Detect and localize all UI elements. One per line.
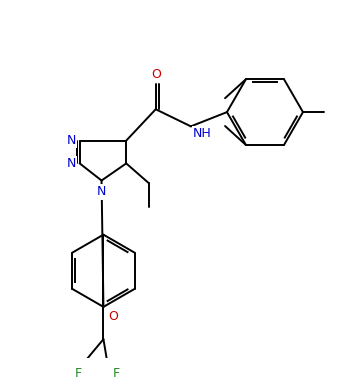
Text: N: N — [67, 134, 76, 147]
Text: O: O — [108, 310, 118, 323]
Text: N: N — [67, 157, 76, 170]
Text: N: N — [97, 185, 106, 198]
Text: NH: NH — [193, 127, 212, 141]
Text: F: F — [75, 367, 82, 377]
Text: F: F — [113, 367, 120, 377]
Text: O: O — [151, 67, 161, 81]
